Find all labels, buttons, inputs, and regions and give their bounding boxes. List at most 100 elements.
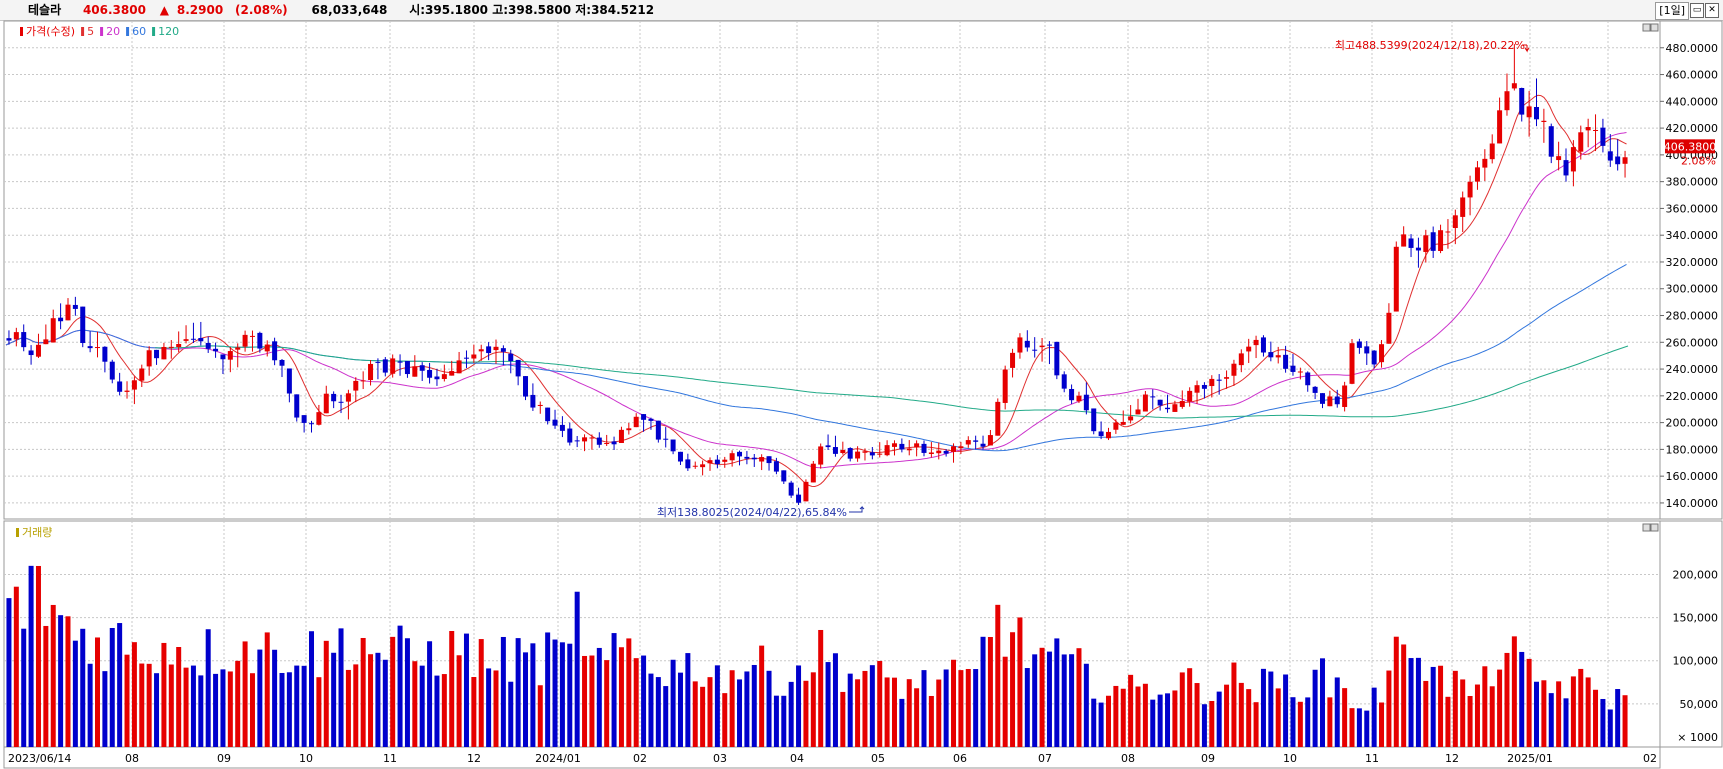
volume-legend-marker: [16, 528, 19, 537]
candle-body: [884, 445, 890, 456]
volume-bar: [914, 688, 920, 747]
legend-label: 120: [158, 25, 179, 38]
volume-bar: [611, 633, 617, 747]
volume-bar: [1482, 666, 1488, 747]
volume-bar: [58, 615, 64, 747]
volume-bar: [331, 652, 337, 747]
volume-bar: [1393, 636, 1399, 747]
candle-body: [537, 404, 543, 406]
volume-bar: [1275, 688, 1281, 747]
volume-bar: [1061, 654, 1067, 747]
candle-body: [1541, 120, 1547, 122]
candle-body: [50, 318, 56, 343]
period-selector-button[interactable]: [1일]: [1655, 2, 1689, 20]
volume-bar: [582, 655, 588, 747]
price-tick-label: 440.0000: [1666, 95, 1719, 108]
volume-panel-close-icon[interactable]: [1650, 523, 1659, 532]
volume-bar: [176, 647, 182, 747]
volume-bar: [523, 652, 529, 747]
current-price-badge: [1665, 139, 1715, 154]
candle-body: [1342, 385, 1348, 407]
candle-body: [198, 337, 204, 342]
close-icon[interactable]: ✕: [1705, 3, 1719, 18]
volume-bar: [102, 671, 108, 747]
candle-body: [28, 350, 34, 356]
volume-bar: [589, 655, 595, 747]
volume-bar: [1297, 701, 1303, 747]
volume-bar: [1312, 669, 1318, 747]
candle-body: [1305, 372, 1311, 386]
volume-tick-label: 100,000: [1673, 655, 1719, 668]
candle-body: [899, 443, 905, 450]
candle-body: [973, 440, 979, 442]
volume-bar: [618, 647, 624, 747]
date-tick-label: 04: [790, 752, 804, 765]
date-axis-panel: [3, 746, 1661, 769]
candle-body: [943, 450, 949, 454]
volume-bar: [1187, 668, 1193, 747]
candle-body: [213, 348, 219, 352]
candle-body: [1467, 181, 1473, 198]
price-tick-label: 480.0000: [1666, 42, 1719, 55]
candle-body: [390, 358, 396, 374]
price-panel-close-icon[interactable]: [1650, 23, 1659, 32]
price-panel-settings-icon[interactable]: [1642, 23, 1651, 32]
volume-bar: [559, 642, 565, 747]
candle-body: [161, 346, 167, 360]
volume-bar: [139, 663, 145, 747]
candle-body: [1128, 416, 1134, 421]
volume-bar: [117, 623, 123, 747]
candle-body: [139, 368, 145, 381]
candle-body: [109, 361, 115, 380]
candle-body: [980, 443, 986, 447]
candle-body: [1386, 312, 1392, 344]
candle-body: [1408, 238, 1414, 248]
volume-panel-settings-icon[interactable]: [1642, 523, 1651, 532]
candle-body: [309, 423, 315, 425]
candle-body: [906, 448, 912, 451]
candle-body: [168, 346, 174, 348]
max-price-annotation: 최고488.5399(2024/12/18),20.22%: [1335, 39, 1525, 52]
candle-body: [1150, 396, 1156, 398]
volume-bar: [567, 643, 573, 747]
volume-title: 거래량: [22, 526, 52, 539]
volume-bar: [131, 642, 137, 747]
volume-bar: [1246, 689, 1252, 747]
maximize-icon[interactable]: ▭: [1690, 3, 1704, 18]
open-high-low: 시:395.1800 고:398.5800 저:384.5212: [409, 3, 655, 17]
volume-bar: [1511, 636, 1517, 747]
volume-bar: [1364, 710, 1370, 747]
volume-bar: [463, 633, 469, 747]
volume-bar: [670, 659, 676, 747]
candle-body: [1268, 352, 1274, 358]
legend-marker: [152, 27, 156, 36]
volume-bar: [213, 673, 219, 747]
legend-label: 가격(수정): [26, 25, 75, 38]
candle-body: [773, 461, 779, 472]
volume-bar: [1319, 658, 1325, 747]
volume-bar: [1349, 708, 1355, 747]
price-tick-label: 240.0000: [1666, 363, 1719, 376]
candle-body: [685, 459, 691, 469]
candle-body: [1187, 390, 1193, 402]
candle-body: [759, 457, 765, 462]
candle-body: [272, 341, 278, 361]
candle-body: [1533, 107, 1539, 120]
date-tick-label: 2024/01: [535, 752, 581, 765]
volume-bar: [744, 671, 750, 747]
candle-body: [58, 317, 64, 322]
volume-bar: [227, 671, 233, 747]
candle-body: [1474, 167, 1480, 182]
volume-bar: [921, 670, 927, 747]
volume-bar: [80, 628, 86, 747]
candle-body: [751, 457, 757, 460]
date-tick-label: 12: [1445, 752, 1459, 765]
volume-bar: [508, 681, 514, 747]
candle-body: [1526, 106, 1532, 118]
volume-bar: [109, 628, 115, 747]
candle-body: [965, 440, 971, 445]
candle-body: [1556, 156, 1562, 161]
volume-bar: [161, 642, 167, 747]
volume-bar: [28, 565, 34, 747]
volume-bar: [368, 654, 374, 747]
